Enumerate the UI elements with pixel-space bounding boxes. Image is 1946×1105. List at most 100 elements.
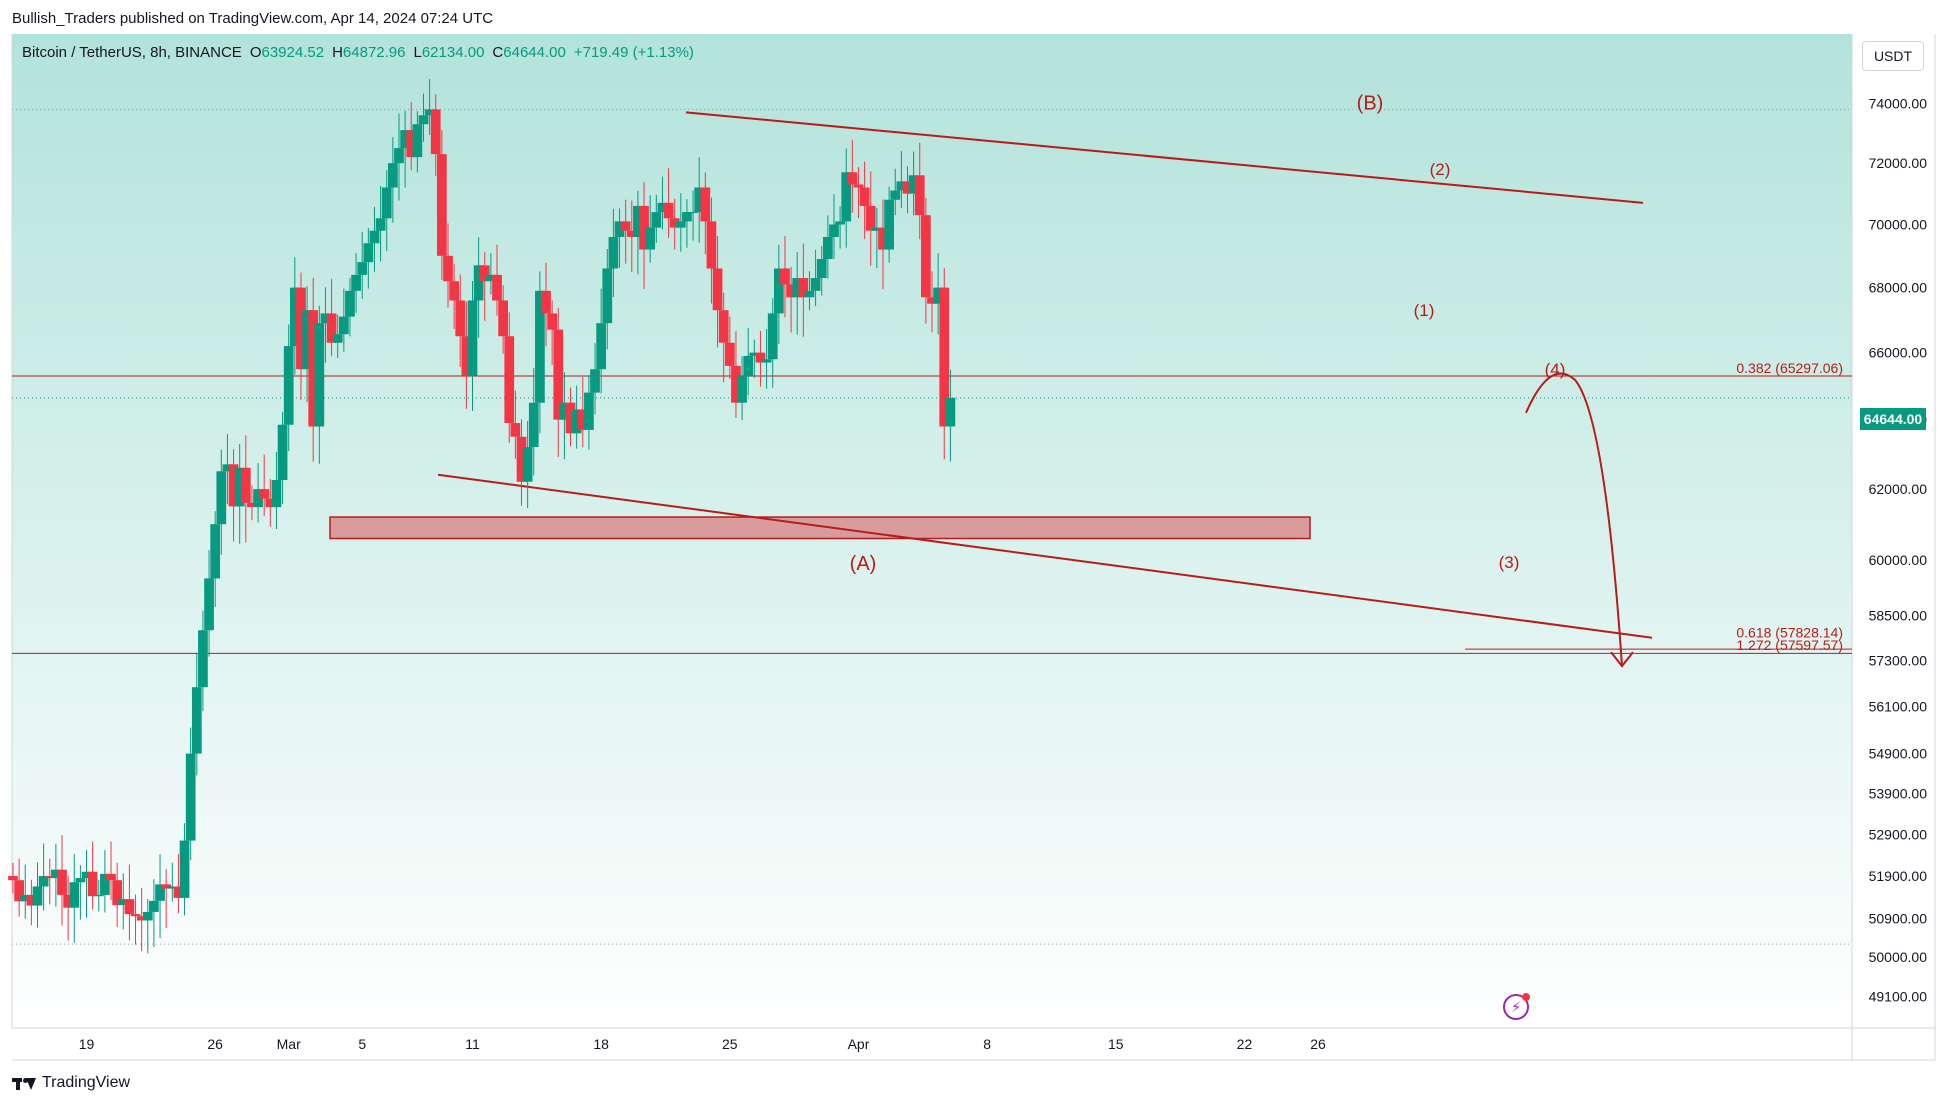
candle-body [87, 871, 98, 897]
candle-body [63, 894, 74, 908]
candle-body [822, 236, 833, 259]
candle-body [351, 274, 361, 291]
footer-brand[interactable]: TradingView [42, 1074, 131, 1091]
candle-body [896, 181, 907, 191]
candle-body [718, 310, 729, 343]
currency-unit-button[interactable]: USDT [1862, 41, 1924, 71]
candle-body [222, 464, 233, 472]
close-label: C [492, 44, 504, 61]
candle-body [75, 878, 86, 883]
candle-body [204, 578, 214, 631]
candle-body [289, 287, 300, 347]
candle-body [161, 884, 172, 889]
published-by-text: Bullish_Traders published on TradingView… [12, 10, 494, 27]
candle-body [228, 464, 239, 507]
candle-body [44, 875, 55, 879]
candle-body [412, 124, 423, 158]
y-tick-label: 72000.00 [1869, 155, 1928, 171]
open-label: O [249, 44, 262, 61]
candle-body [198, 630, 208, 688]
candle-body [69, 882, 80, 908]
high-value: 64872.96 [342, 44, 406, 61]
candle-body [528, 402, 539, 448]
candle-body [706, 221, 717, 269]
candle-body [620, 221, 631, 231]
lightning-icon[interactable]: ⚡ [1503, 993, 1530, 1020]
symbol-title[interactable]: Bitcoin / TetherUS, 8h, BINANCE [22, 44, 242, 61]
candle-body [234, 467, 245, 507]
candle-body [51, 869, 61, 879]
candle-body [737, 375, 747, 403]
candle-body [20, 894, 31, 902]
candle-body [430, 109, 441, 155]
x-tick-label: 25 [722, 1036, 738, 1052]
candle-body [835, 221, 845, 225]
projection-arrow [1525, 372, 1623, 667]
candle-body [498, 300, 508, 337]
x-tick-label: 26 [207, 1036, 223, 1052]
candle-body [247, 502, 257, 508]
low-label: L [413, 44, 422, 61]
x-tick-label: 18 [593, 1036, 609, 1052]
candle-body [473, 265, 484, 301]
candle-body [590, 369, 600, 393]
candle-body [240, 467, 251, 503]
wave-label: (1) [1414, 301, 1435, 320]
y-tick-label: 54900.00 [1869, 746, 1928, 762]
candle-body [136, 916, 147, 921]
candle-body [277, 424, 288, 481]
candle-body [798, 278, 809, 298]
candle-body [57, 869, 67, 895]
candle-body [400, 130, 410, 149]
candle-body [32, 886, 43, 906]
candle-body [786, 284, 796, 298]
x-tick-label: 19 [79, 1036, 95, 1052]
x-tick-label: 8 [983, 1036, 991, 1052]
candle-body [283, 346, 294, 425]
close-value: 64644.00 [503, 44, 566, 61]
wave-label: (B) [1357, 93, 1384, 115]
x-tick-label: 11 [465, 1036, 480, 1052]
change-value: +719.49 (+1.13%) [573, 44, 694, 61]
candle-body [130, 914, 141, 917]
candle-body [8, 875, 18, 881]
candle-body [663, 202, 674, 219]
candle-body [914, 175, 925, 216]
candle-body [461, 336, 472, 376]
open-value: 63924.52 [261, 44, 325, 61]
candle-body [338, 316, 349, 335]
candle-body [369, 230, 380, 244]
candle-body [841, 172, 852, 222]
candle-body [167, 886, 178, 889]
candle-body [890, 190, 901, 200]
candle-body [394, 148, 404, 164]
candle-body [510, 423, 521, 437]
candle-body [682, 212, 692, 222]
candle-body [743, 355, 754, 376]
candle-body [81, 871, 92, 879]
candle-body [320, 313, 331, 324]
wave-label: (A) [850, 553, 877, 575]
candle-body [878, 227, 888, 250]
candle-body [14, 880, 24, 902]
candle-body [761, 359, 772, 363]
candle-body [522, 447, 533, 482]
candle-body [118, 899, 129, 906]
candle-body [142, 911, 153, 921]
candle-body [547, 313, 558, 330]
notification-dot [1522, 993, 1530, 1001]
candle-body [645, 227, 656, 250]
candle-body [302, 310, 312, 370]
candle-body [296, 287, 306, 370]
candle-body [865, 205, 876, 231]
y-tick-label: 68000.00 [1869, 280, 1928, 296]
candle-body [755, 352, 766, 363]
candle-body [314, 323, 325, 427]
candle-body [265, 498, 276, 508]
candle-body [492, 274, 502, 301]
candle-body [724, 342, 735, 366]
candle-body [437, 154, 447, 256]
candle-body [749, 352, 760, 356]
x-tick-label: 15 [1108, 1036, 1124, 1052]
